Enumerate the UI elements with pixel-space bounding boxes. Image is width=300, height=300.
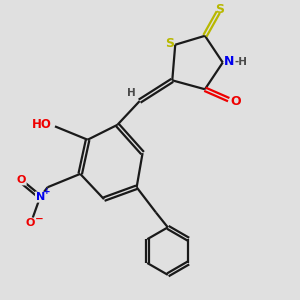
Text: O: O: [17, 175, 26, 185]
Text: H: H: [127, 88, 136, 98]
Text: +: +: [43, 187, 50, 196]
Text: HO: HO: [32, 118, 51, 131]
Text: O: O: [231, 94, 242, 108]
Text: −: −: [35, 214, 44, 224]
Text: -H: -H: [234, 57, 247, 67]
Text: N: N: [224, 55, 235, 68]
Text: N: N: [35, 192, 45, 202]
Text: S: S: [215, 3, 224, 16]
Text: O: O: [26, 218, 35, 228]
Text: S: S: [165, 37, 174, 50]
